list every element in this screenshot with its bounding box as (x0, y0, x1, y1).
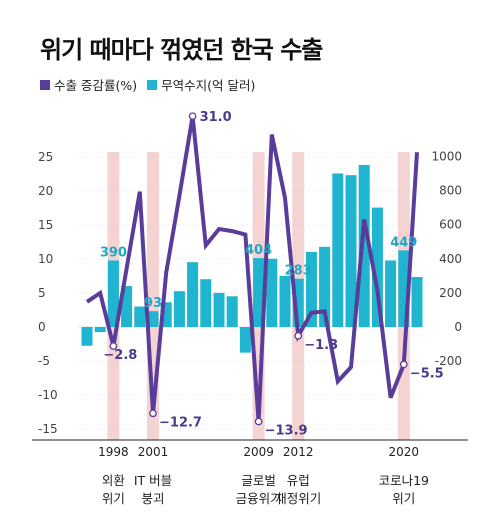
bar-annotation-1998: 390 (100, 245, 127, 260)
bar-2014 (319, 246, 331, 327)
event-caption-2020: 위기 (392, 491, 415, 506)
right-axis-tick: 600 (439, 218, 462, 232)
x-tick-label-1998: 1998 (98, 445, 129, 459)
bar-2016 (345, 175, 357, 327)
bar-2007 (226, 296, 238, 327)
bar-2011 (279, 275, 291, 327)
line-annotation-2001: −12.7 (159, 415, 202, 430)
line-annotation-marker-2001 (149, 409, 157, 418)
left-axis-tick: 25 (38, 150, 53, 164)
event-caption-2001: 붕괴 (141, 491, 164, 506)
bar-2009 (253, 258, 265, 327)
bar-1999 (121, 286, 133, 327)
bar-2017 (358, 164, 370, 327)
chart-title: 위기 때마다 꺾였던 한국 수출 (40, 36, 323, 64)
bar-1998 (107, 260, 119, 327)
bar-2012 (292, 278, 304, 327)
event-caption-2012: 유럽 (287, 473, 310, 488)
bar-2021 (411, 277, 423, 327)
bar-2020 (398, 250, 410, 327)
left-axis-tick: 5 (38, 286, 46, 300)
right-axis-tick: 800 (439, 184, 462, 198)
event-caption-2001: IT 버블 (134, 473, 172, 488)
left-axis-tick: 15 (38, 218, 53, 232)
left-axis-tick: -5 (38, 354, 50, 368)
bar-2008 (239, 327, 251, 353)
line-annotation-marker-1998 (109, 342, 118, 350)
bar-2013 (305, 251, 317, 327)
left-axis-tick: -10 (38, 388, 58, 402)
line-annotation-marker-2009 (254, 417, 263, 426)
x-tick-label-2012: 2012 (283, 445, 314, 459)
legend-item-line: 수출 증감률(%) (40, 75, 137, 94)
line-annotation-marker-2020 (399, 360, 408, 369)
bar-2019 (385, 260, 397, 327)
legend-bar-label: 무역수지(억 달러) (161, 78, 256, 93)
bar-2001 (147, 311, 159, 327)
x-tick-label-2009: 2009 (243, 445, 274, 459)
event-caption-2009: 금융위기 (236, 491, 282, 506)
bar-2000 (134, 306, 146, 327)
left-axis-tick: 20 (38, 184, 53, 198)
bar-2010 (266, 258, 278, 327)
left-axis-tick: -15 (38, 422, 58, 436)
right-axis-tick: -200 (435, 354, 462, 368)
bar-2006 (213, 292, 225, 327)
line-annotation-2009: −13.9 (265, 424, 308, 439)
chart-legend: 수출 증감률(%) 무역수지(억 달러) (40, 75, 265, 94)
legend-bar-swatch (147, 79, 158, 90)
legend-line-swatch (40, 79, 50, 90)
left-axis-tick: 10 (38, 252, 53, 266)
bar-1996 (81, 327, 93, 346)
line-annotation-marker-2004 (188, 112, 197, 121)
bar-2015 (332, 173, 344, 327)
right-axis-tick: 400 (439, 252, 462, 266)
right-axis-tick: 1000 (431, 149, 462, 163)
right-axis-tick: 0 (454, 320, 462, 334)
legend-line-label: 수출 증감률(%) (54, 78, 138, 93)
event-caption-2012: 재정위기 (275, 491, 321, 506)
x-tick-label-2001: 2001 (138, 445, 169, 459)
line-series (85, 115, 419, 422)
right-axis-tick: 200 (439, 286, 462, 300)
bar-2003 (173, 291, 185, 327)
line-annotation-2012: −1.3 (304, 338, 338, 353)
bar-annotation-2001: 93 (144, 296, 162, 311)
line-annotation-2004: 31.0 (200, 110, 232, 125)
left-axis-tick: 0 (38, 320, 46, 334)
bar-annotation-2009: 404 (245, 243, 272, 258)
bar-2018 (371, 207, 383, 327)
event-caption-1998: 위기 (102, 491, 125, 506)
bar-1997 (94, 327, 106, 333)
legend-item-bar: 무역수지(억 달러) (147, 75, 255, 94)
bar-annotation-2020: 449 (390, 235, 417, 250)
event-caption-2020: 코로나19 (379, 473, 429, 488)
event-caption-2009: 글로벌 (241, 473, 276, 488)
line-annotation-2020: −5.5 (410, 366, 444, 381)
bar-annotation-2012: 283 (285, 264, 312, 279)
line-annotation-marker-2012 (294, 331, 303, 340)
line-annotation-1998: −2.8 (103, 348, 137, 363)
event-caption-1998: 외환 (102, 473, 126, 488)
bar-2005 (200, 279, 212, 327)
x-tick-label-2020: 2020 (389, 445, 420, 459)
bar-2004 (187, 262, 199, 327)
bar-2002 (160, 302, 172, 327)
